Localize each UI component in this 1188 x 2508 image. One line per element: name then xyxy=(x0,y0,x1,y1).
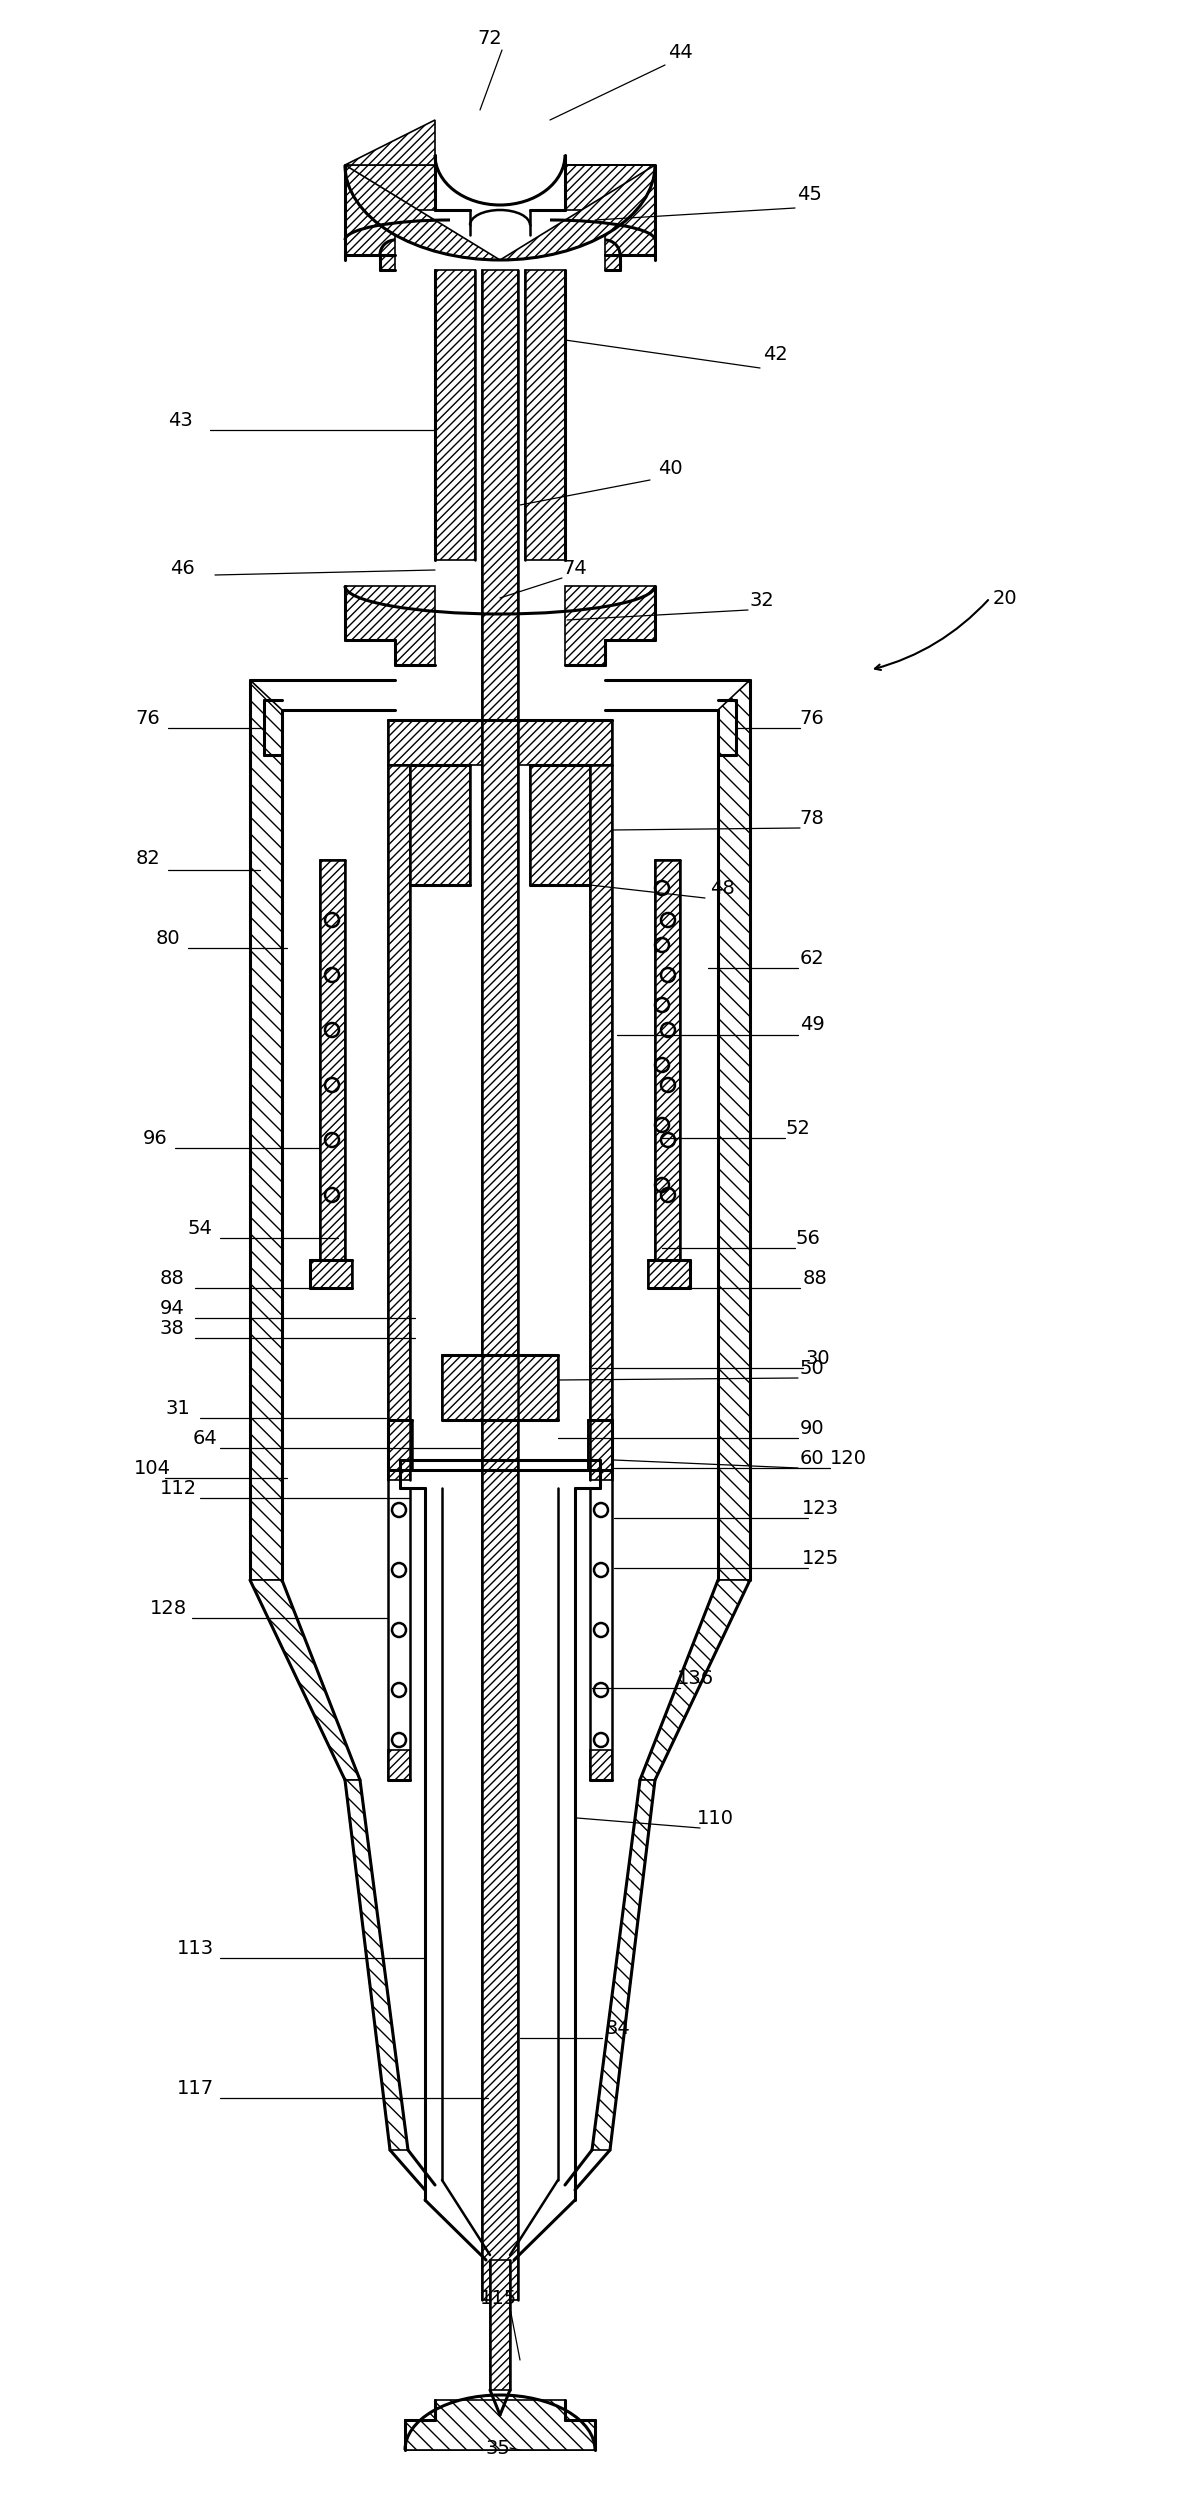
Text: 88: 88 xyxy=(159,1269,184,1287)
Polygon shape xyxy=(525,271,565,559)
Text: 125: 125 xyxy=(802,1547,839,1568)
Text: 136: 136 xyxy=(676,1668,714,1688)
Text: 52: 52 xyxy=(785,1119,810,1139)
Text: 32: 32 xyxy=(750,589,775,609)
Polygon shape xyxy=(405,2400,595,2450)
Polygon shape xyxy=(320,860,345,1259)
Text: 34: 34 xyxy=(606,2019,631,2036)
Polygon shape xyxy=(565,587,655,665)
Text: 112: 112 xyxy=(159,1480,196,1497)
Polygon shape xyxy=(345,1781,407,2149)
Polygon shape xyxy=(249,680,282,1580)
Text: 54: 54 xyxy=(188,1219,213,1236)
Polygon shape xyxy=(489,2260,510,2390)
Text: 72: 72 xyxy=(478,28,503,48)
Text: 48: 48 xyxy=(709,878,734,898)
Text: 123: 123 xyxy=(802,1497,839,1517)
Text: 74: 74 xyxy=(563,559,587,577)
Text: 78: 78 xyxy=(800,808,824,828)
Text: 115: 115 xyxy=(480,2287,517,2307)
Polygon shape xyxy=(640,1580,750,1781)
Text: 38: 38 xyxy=(159,1319,184,1337)
Text: 96: 96 xyxy=(143,1129,168,1149)
Polygon shape xyxy=(345,166,500,261)
Polygon shape xyxy=(410,765,470,885)
Text: 49: 49 xyxy=(800,1016,824,1033)
Text: 50: 50 xyxy=(800,1359,824,1377)
Text: 113: 113 xyxy=(177,1939,214,1959)
Polygon shape xyxy=(388,1751,410,1781)
Text: 110: 110 xyxy=(696,1808,733,1828)
Text: 43: 43 xyxy=(168,411,192,429)
Polygon shape xyxy=(345,120,435,166)
Polygon shape xyxy=(345,166,435,256)
Polygon shape xyxy=(590,1751,612,1781)
Text: 56: 56 xyxy=(796,1229,821,1246)
Polygon shape xyxy=(718,680,750,1580)
Text: 80: 80 xyxy=(156,928,181,948)
Polygon shape xyxy=(249,1580,360,1781)
Polygon shape xyxy=(482,271,518,2300)
Text: 45: 45 xyxy=(797,186,822,206)
Text: 76: 76 xyxy=(800,707,824,727)
Text: 40: 40 xyxy=(658,459,682,477)
Text: 120: 120 xyxy=(829,1450,866,1467)
Polygon shape xyxy=(565,166,655,256)
Polygon shape xyxy=(388,765,410,1480)
Polygon shape xyxy=(435,271,475,559)
Text: 46: 46 xyxy=(170,559,195,577)
Text: 64: 64 xyxy=(192,1430,217,1447)
Polygon shape xyxy=(345,587,435,665)
Text: 104: 104 xyxy=(133,1460,171,1477)
Polygon shape xyxy=(647,1259,690,1289)
Polygon shape xyxy=(530,765,590,885)
Polygon shape xyxy=(590,765,612,1480)
Polygon shape xyxy=(380,256,394,271)
Text: 128: 128 xyxy=(150,1598,187,1618)
Polygon shape xyxy=(442,1354,558,1420)
Text: 31: 31 xyxy=(165,1399,190,1417)
Text: 44: 44 xyxy=(668,43,693,63)
Text: 42: 42 xyxy=(763,346,788,364)
Polygon shape xyxy=(655,860,680,1259)
Polygon shape xyxy=(605,256,620,271)
Text: 117: 117 xyxy=(177,2079,214,2097)
Polygon shape xyxy=(592,1781,655,2149)
Text: 35: 35 xyxy=(486,2438,511,2458)
Text: 88: 88 xyxy=(803,1269,827,1287)
Polygon shape xyxy=(310,1259,352,1289)
Text: 76: 76 xyxy=(135,707,160,727)
Text: 90: 90 xyxy=(800,1420,824,1437)
Text: 82: 82 xyxy=(135,848,160,868)
Polygon shape xyxy=(405,2395,595,2450)
Text: 62: 62 xyxy=(800,948,824,968)
Polygon shape xyxy=(388,1420,412,1470)
Polygon shape xyxy=(388,720,612,765)
Polygon shape xyxy=(588,1420,612,1470)
Text: 20: 20 xyxy=(993,589,1017,607)
Text: 30: 30 xyxy=(805,1349,830,1367)
Text: 60: 60 xyxy=(800,1450,824,1467)
Text: 94: 94 xyxy=(159,1299,184,1317)
Polygon shape xyxy=(500,166,655,261)
